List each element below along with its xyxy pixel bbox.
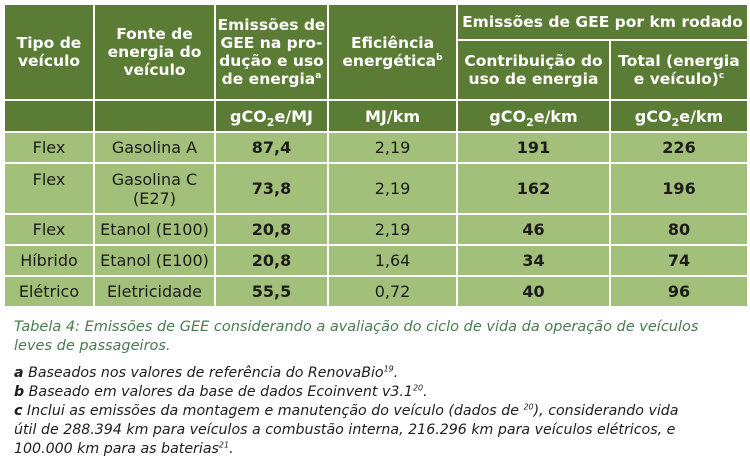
cell-fonte: Etanol (E100): [93, 213, 216, 246]
table-row: Flex Gasolina C (E27) 73,8 2,19 162 196: [3, 162, 750, 215]
cell-total: 226: [608, 131, 750, 164]
unit-fonte: [93, 99, 216, 133]
cell-emissoes: 55,5: [214, 275, 329, 308]
cell-eficiencia: 2,19: [327, 213, 458, 246]
header-group-per-km: Emissões de GEE por km rodado: [455, 3, 750, 41]
cell-eficiencia: 1,64: [327, 244, 458, 277]
cell-emissoes: 20,8: [214, 213, 329, 246]
cell-emissoes: 73,8: [214, 162, 329, 215]
cell-eficiencia: 2,19: [327, 162, 458, 215]
header-contribuicao: Contribuição do uso de energia: [456, 39, 611, 101]
cell-tipo: Híbrido: [3, 244, 95, 277]
cell-total: 196: [608, 162, 750, 215]
header-total: Total (energia e veículo)c: [608, 39, 750, 101]
unit-total: gCO2e/km: [608, 99, 750, 133]
cell-fonte: Gasolina C (E27): [93, 162, 216, 215]
unit-tipo: [3, 99, 95, 133]
footnote-b: b Baseado em valores da base de dados Ec…: [14, 383, 428, 400]
cell-tipo: Flex: [3, 162, 95, 215]
cell-eficiencia: 0,72: [327, 275, 458, 308]
footnotes: a Baseados nos valores de referência do …: [14, 364, 744, 459]
cell-total: 96: [608, 275, 750, 308]
header-emissoes: Emissões de GEE na pro- dução e uso de e…: [214, 3, 329, 101]
cell-fonte: Etanol (E100): [93, 244, 216, 277]
cell-total: 74: [608, 244, 750, 277]
table-row: Elétrico Eletricidade 55,5 0,72 40 96: [3, 275, 750, 308]
emissions-table: Tipo de veículo Fonte de energia do veíc…: [3, 3, 750, 308]
cell-total: 80: [608, 213, 750, 246]
table-row: Híbrido Etanol (E100) 20,8 1,64 34 74: [3, 244, 750, 277]
cell-tipo: Elétrico: [3, 275, 95, 308]
unit-eficiencia: MJ/km: [327, 99, 458, 133]
cell-tipo: Flex: [3, 213, 95, 246]
unit-emissoes: gCO2e/MJ: [214, 99, 329, 133]
cell-tipo: Flex: [3, 131, 95, 164]
cell-emissoes: 87,4: [214, 131, 329, 164]
header-fonte: Fonte de energia do veículo: [93, 3, 216, 101]
cell-contribuicao: 34: [456, 244, 611, 277]
header-tipo: Tipo de veículo: [3, 3, 95, 101]
cell-fonte: Gasolina A: [93, 131, 216, 164]
cell-contribuicao: 162: [456, 162, 611, 215]
cell-contribuicao: 46: [456, 213, 611, 246]
unit-contribuicao: gCO2e/km: [456, 99, 611, 133]
cell-emissoes: 20,8: [214, 244, 329, 277]
table-row: Flex Gasolina A 87,4 2,19 191 226: [3, 131, 750, 164]
cell-fonte: Eletricidade: [93, 275, 216, 308]
table-row: Flex Etanol (E100) 20,8 2,19 46 80: [3, 213, 750, 246]
cell-eficiencia: 2,19: [327, 131, 458, 164]
footnote-a: a Baseados nos valores de referência do …: [14, 364, 399, 381]
table-caption: Tabela 4: Emissões de GEE considerando a…: [14, 319, 699, 354]
header-eficiencia: Eficiência energéticab: [327, 3, 458, 101]
cell-contribuicao: 40: [456, 275, 611, 308]
footnote-c: c Inclui as emissões da montagem e manut…: [14, 402, 679, 457]
cell-contribuicao: 191: [456, 131, 611, 164]
